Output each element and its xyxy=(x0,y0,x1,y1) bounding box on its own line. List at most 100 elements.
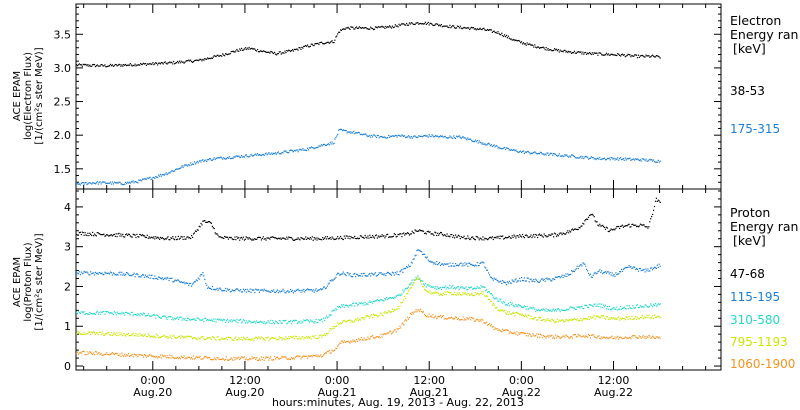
data-point xyxy=(209,337,212,339)
data-point xyxy=(557,235,559,237)
data-point xyxy=(182,238,184,240)
data-point xyxy=(346,272,348,274)
data-point xyxy=(333,350,335,352)
data-point xyxy=(562,335,564,337)
data-point xyxy=(96,181,98,183)
series-47-68 xyxy=(76,197,661,241)
data-point xyxy=(601,270,603,272)
data-point xyxy=(336,309,338,311)
data-point xyxy=(323,237,326,239)
data-point xyxy=(594,336,596,338)
data-point xyxy=(283,52,285,54)
data-point xyxy=(580,336,582,338)
data-point xyxy=(537,336,539,338)
data-point xyxy=(609,318,611,320)
data-point xyxy=(544,280,546,282)
data-point xyxy=(218,288,220,290)
data-point xyxy=(539,280,541,282)
data-point xyxy=(245,320,247,322)
data-point xyxy=(606,227,608,229)
data-point xyxy=(278,153,280,155)
data-point xyxy=(191,356,193,359)
data-point xyxy=(515,237,517,239)
data-point xyxy=(106,311,108,313)
data-point xyxy=(424,21,426,23)
data-point xyxy=(116,273,118,275)
data-point xyxy=(504,146,506,149)
data-point xyxy=(563,335,565,337)
data-point xyxy=(194,163,196,165)
data-point xyxy=(568,337,570,339)
data-point xyxy=(291,289,294,291)
data-point xyxy=(487,324,489,326)
data-point xyxy=(291,237,293,239)
data-point xyxy=(440,24,442,26)
data-point xyxy=(566,308,568,310)
data-point xyxy=(614,275,616,278)
data-point xyxy=(205,338,207,341)
data-point xyxy=(186,282,188,285)
data-point xyxy=(488,323,491,325)
data-point xyxy=(396,328,398,330)
data-point xyxy=(409,23,411,25)
data-point xyxy=(252,321,254,323)
data-point xyxy=(447,291,449,293)
data-point xyxy=(480,238,482,240)
data-point xyxy=(133,272,135,274)
data-point xyxy=(585,155,587,157)
data-point xyxy=(91,234,93,237)
data-point xyxy=(543,154,545,156)
data-point xyxy=(492,296,494,298)
data-point xyxy=(488,143,491,145)
data-point xyxy=(293,320,295,322)
data-point xyxy=(657,303,659,305)
data-point xyxy=(270,356,272,358)
data-point xyxy=(122,335,124,337)
data-point xyxy=(307,320,310,322)
data-point xyxy=(647,55,649,57)
data-point xyxy=(654,161,657,163)
data-point xyxy=(177,358,179,360)
data-point xyxy=(361,303,363,305)
data-point xyxy=(587,334,590,336)
data-point xyxy=(380,272,382,274)
data-point xyxy=(212,336,214,338)
data-point xyxy=(107,234,109,236)
data-point xyxy=(624,308,626,310)
data-point xyxy=(300,338,302,340)
data-point xyxy=(507,35,509,37)
data-point xyxy=(206,160,208,162)
data-point xyxy=(507,302,509,304)
data-point xyxy=(349,238,351,240)
data-point xyxy=(571,154,574,156)
data-point xyxy=(107,272,109,275)
data-point xyxy=(620,271,622,273)
data-point xyxy=(126,233,128,235)
data-point xyxy=(299,338,301,340)
data-point xyxy=(617,309,619,311)
data-point xyxy=(201,60,203,62)
data-point xyxy=(566,275,568,278)
data-point xyxy=(260,50,262,52)
data-point xyxy=(410,136,412,138)
data-point xyxy=(537,281,539,283)
data-point xyxy=(255,336,257,338)
data-point xyxy=(120,274,122,276)
data-point xyxy=(317,354,319,356)
data-point xyxy=(315,318,317,320)
data-point xyxy=(265,289,267,291)
data-point xyxy=(297,288,299,290)
data-point xyxy=(152,62,154,64)
data-point xyxy=(227,336,229,338)
data-point xyxy=(601,315,603,317)
data-point xyxy=(522,332,525,334)
data-point xyxy=(309,355,311,357)
data-point xyxy=(334,39,336,41)
data-point xyxy=(430,233,432,235)
data-point xyxy=(593,216,595,218)
data-point xyxy=(108,65,110,67)
data-point xyxy=(277,357,279,360)
data-point xyxy=(335,276,337,278)
data-point xyxy=(492,303,494,305)
data-point xyxy=(381,234,383,236)
